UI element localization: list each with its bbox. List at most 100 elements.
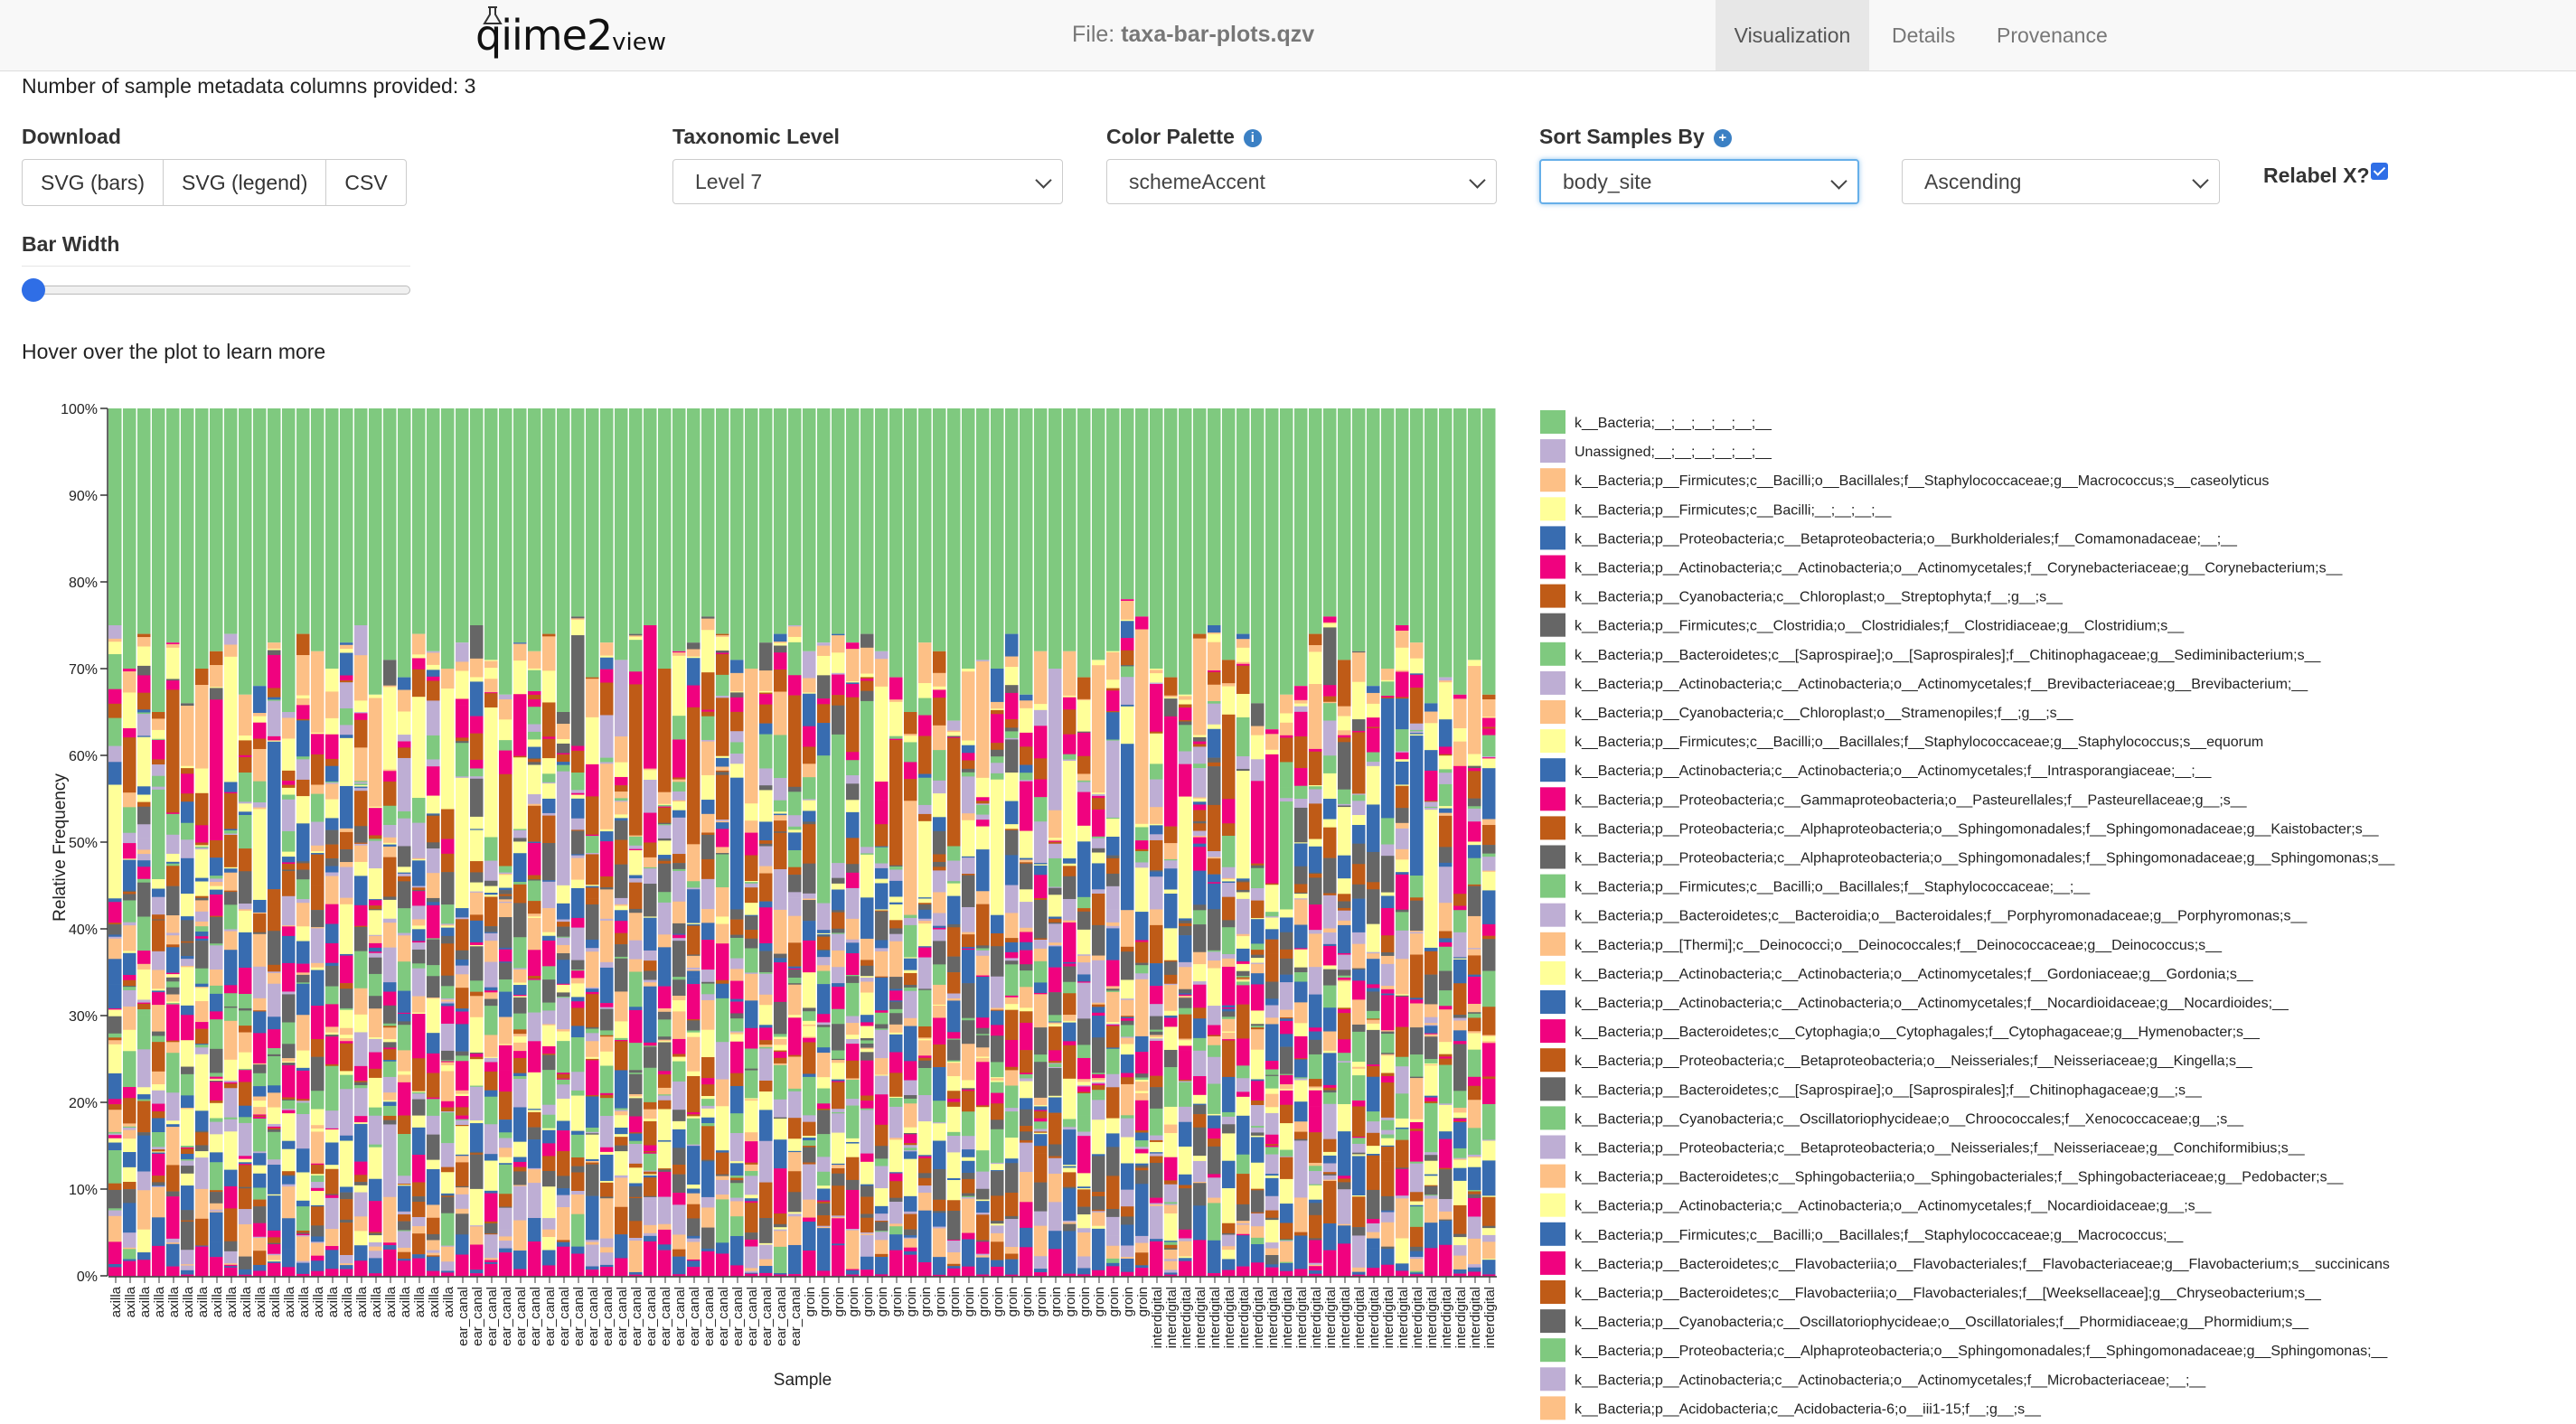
bar-segment[interactable]: [774, 1139, 787, 1169]
bar-segment[interactable]: [1439, 815, 1453, 848]
bar-segment[interactable]: [1193, 820, 1207, 824]
bar-segment[interactable]: [499, 979, 512, 992]
bar-segment[interactable]: [991, 1080, 1004, 1082]
bar-segment[interactable]: [528, 668, 541, 670]
bar-segment[interactable]: [889, 1013, 903, 1026]
bar-segment[interactable]: [1439, 847, 1453, 864]
bar-segment[interactable]: [1063, 800, 1076, 859]
bar-segment[interactable]: [615, 910, 628, 922]
bar-segment[interactable]: [1468, 915, 1481, 949]
bar-segment[interactable]: [1092, 1225, 1105, 1230]
bar-segment[interactable]: [759, 942, 773, 951]
legend-item[interactable]: k__Bacteria;p__Firmicutes;c__Bacilli;o__…: [1540, 468, 2269, 492]
bar-segment[interactable]: [672, 870, 686, 903]
bar-segment[interactable]: [354, 1260, 368, 1277]
bar-segment[interactable]: [181, 1166, 194, 1175]
bar-segment[interactable]: [1150, 1239, 1163, 1242]
bar-segment[interactable]: [123, 1247, 136, 1250]
bar-segment[interactable]: [571, 855, 585, 858]
bar-segment[interactable]: [962, 1089, 975, 1091]
bar-segment[interactable]: [1048, 992, 1062, 994]
bar-segment[interactable]: [311, 1242, 324, 1256]
bar-segment[interactable]: [918, 715, 932, 736]
bar-segment[interactable]: [832, 1218, 845, 1244]
bar-segment-top-taxon[interactable]: [1121, 408, 1134, 600]
bar-segment[interactable]: [918, 1177, 932, 1186]
bar-segment[interactable]: [629, 1009, 643, 1044]
bar-segment[interactable]: [701, 983, 715, 995]
bar-segment[interactable]: [528, 1072, 541, 1110]
bar-segment[interactable]: [369, 934, 382, 937]
bar-segment[interactable]: [586, 1162, 599, 1165]
bar-segment[interactable]: [1048, 919, 1062, 923]
bar-segment[interactable]: [875, 1222, 888, 1232]
bar-segment[interactable]: [1092, 863, 1105, 890]
bar-segment[interactable]: [1280, 762, 1293, 788]
bar-segment[interactable]: [210, 1019, 223, 1050]
bar-segment[interactable]: [774, 1034, 787, 1037]
bar-segment[interactable]: [875, 651, 888, 660]
bar-segment[interactable]: [962, 1044, 975, 1081]
legend-item[interactable]: k__Bacteria;p__Actinobacteria;c__Actinob…: [1540, 960, 2254, 985]
bar-segment[interactable]: [268, 1048, 281, 1055]
bar-segment[interactable]: [1367, 804, 1380, 853]
bar-segment[interactable]: [557, 1120, 570, 1121]
bar-segment[interactable]: [282, 869, 296, 872]
bar-segment[interactable]: [369, 1232, 382, 1233]
bar-segment[interactable]: [1005, 1253, 1019, 1260]
bar-segment[interactable]: [1077, 782, 1091, 792]
bar-segment[interactable]: [542, 1171, 556, 1187]
bar-segment[interactable]: [152, 1151, 165, 1153]
bar-segment[interactable]: [600, 876, 614, 888]
bar-segment[interactable]: [1251, 1237, 1264, 1245]
bar-segment[interactable]: [195, 1157, 209, 1190]
bar-segment[interactable]: [962, 1239, 975, 1267]
bar-segment[interactable]: [933, 1045, 946, 1068]
bar-segment[interactable]: [210, 699, 223, 841]
bar-segment[interactable]: [658, 792, 672, 805]
bar-segment[interactable]: [774, 953, 787, 959]
bar-segment[interactable]: [600, 1180, 614, 1184]
bar-segment[interactable]: [629, 835, 643, 838]
bar-segment[interactable]: [875, 878, 888, 884]
bar-segment[interactable]: [557, 1130, 570, 1152]
bar-segment[interactable]: [1020, 859, 1033, 863]
bar-segment[interactable]: [1048, 886, 1062, 888]
bar-segment[interactable]: [398, 1184, 411, 1185]
bar-segment[interactable]: [788, 970, 802, 971]
bar-segment[interactable]: [933, 686, 946, 690]
bar-segment[interactable]: [268, 1128, 281, 1130]
bar-segment[interactable]: [268, 971, 281, 974]
bar-segment[interactable]: [123, 1087, 136, 1099]
bar-segment[interactable]: [600, 1092, 614, 1096]
bar-segment[interactable]: [1121, 1023, 1134, 1026]
bar-segment[interactable]: [1309, 1090, 1322, 1107]
bar-segment[interactable]: [571, 1213, 585, 1247]
bar-segment[interactable]: [1323, 1174, 1337, 1176]
bar-sample-13[interactable]: [282, 408, 296, 1277]
bar-segment[interactable]: [745, 882, 758, 885]
bar-segment[interactable]: [1381, 681, 1395, 697]
bar-segment[interactable]: [600, 1007, 614, 1009]
bar-segment[interactable]: [832, 910, 845, 913]
bar-segment[interactable]: [860, 1015, 874, 1023]
bar-segment[interactable]: [701, 630, 715, 673]
bar-segment[interactable]: [123, 1181, 136, 1190]
bar-segment[interactable]: [817, 970, 831, 985]
bar-segment[interactable]: [803, 1222, 816, 1251]
bar-segment[interactable]: [354, 904, 368, 926]
bar-segment[interactable]: [282, 1140, 296, 1150]
bar-segment[interactable]: [1077, 981, 1091, 983]
bar-segment[interactable]: [774, 642, 787, 643]
bar-segment[interactable]: [513, 757, 527, 829]
bar-segment[interactable]: [904, 987, 917, 992]
bar-segment[interactable]: [1265, 1069, 1279, 1075]
bar-segment[interactable]: [484, 660, 498, 669]
bar-segment[interactable]: [1309, 644, 1322, 652]
bar-segment[interactable]: [210, 1121, 223, 1135]
bar-segment[interactable]: [788, 1213, 802, 1217]
bar-segment[interactable]: [1193, 836, 1207, 838]
bar-segment[interactable]: [1034, 875, 1048, 899]
bar-segment[interactable]: [615, 1234, 628, 1259]
bar-segment[interactable]: [644, 1174, 657, 1176]
